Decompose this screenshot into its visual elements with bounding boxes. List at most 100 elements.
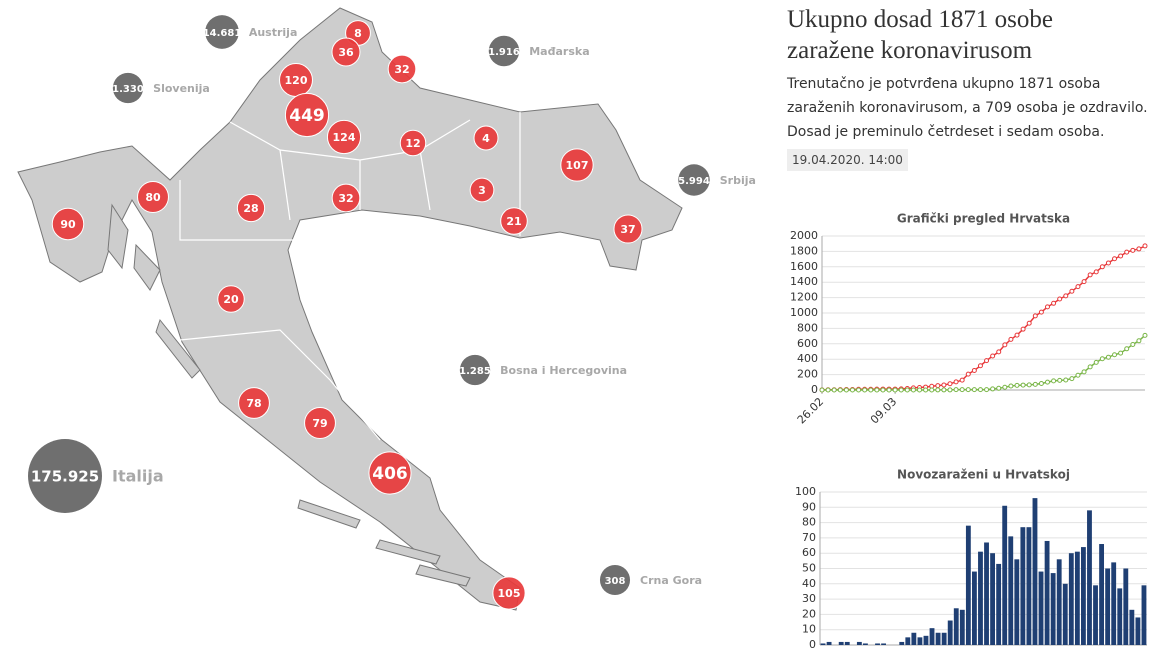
point [849, 387, 855, 393]
country-name: Italija [112, 467, 164, 486]
point [1069, 288, 1075, 294]
point [1008, 383, 1014, 389]
y-tick-label: 2000 [790, 229, 818, 242]
bar [1093, 585, 1098, 645]
bar [923, 635, 929, 645]
point [1093, 359, 1099, 365]
country-bubble [678, 164, 710, 196]
point [1051, 378, 1057, 384]
county-value: 12 [405, 137, 420, 150]
county-bubble [284, 92, 330, 138]
point [886, 387, 892, 393]
map-island [297, 499, 361, 529]
country-value: 308 [605, 576, 626, 587]
point [1020, 382, 1026, 388]
bar [820, 643, 826, 645]
point [1032, 313, 1038, 319]
county-bubble [238, 387, 270, 419]
country-name: Mađarska [529, 45, 589, 58]
bar [1087, 510, 1092, 645]
point [1044, 379, 1050, 385]
bar [1123, 568, 1129, 645]
point [1099, 264, 1105, 270]
point [965, 371, 971, 377]
bar [1111, 562, 1117, 645]
bar [959, 609, 965, 645]
country-name: Slovenija [153, 82, 210, 95]
point [880, 387, 886, 393]
point [1136, 246, 1142, 252]
county-bubble [304, 407, 336, 439]
country-value: 14.681 [203, 28, 242, 39]
point [917, 387, 923, 393]
croatia-map [17, 7, 683, 611]
point [1093, 269, 1099, 275]
county-value: 21 [506, 215, 521, 228]
county-value: 78 [246, 397, 261, 410]
bar [1014, 559, 1020, 645]
country-value: 1.285 [459, 366, 491, 377]
point [996, 385, 1002, 391]
country-value: 175.925 [31, 468, 99, 486]
country-bubble [112, 72, 144, 104]
point [959, 377, 965, 383]
point [984, 358, 990, 364]
point [1118, 350, 1124, 356]
point [1020, 326, 1026, 332]
bar [1074, 551, 1080, 645]
point [935, 387, 941, 393]
bar [1105, 568, 1111, 645]
point [929, 387, 935, 393]
county-value: 80 [145, 191, 161, 204]
bar [1141, 585, 1147, 645]
bar [953, 608, 959, 645]
bar [1008, 536, 1014, 645]
point [1112, 352, 1118, 358]
bar [826, 641, 832, 645]
point [996, 349, 1002, 355]
bar [1038, 571, 1044, 645]
point [910, 387, 916, 393]
country-name: Bosna i Hercegovina [500, 364, 627, 377]
bar [984, 542, 989, 645]
country-name: Crna Gora [640, 574, 702, 587]
country-bubble [459, 354, 491, 386]
county-value: 120 [285, 74, 308, 87]
chart-title: Novozaraženi u Hrvatskoj [897, 468, 1070, 482]
bar [881, 643, 887, 645]
bar [929, 628, 935, 645]
point [1124, 346, 1130, 352]
article-title: Ukupno dosad 1871 osobe zaražene koronav… [787, 6, 1053, 64]
map-island [155, 318, 201, 379]
county-value: 406 [372, 464, 408, 484]
point [1075, 372, 1081, 378]
bar [1044, 540, 1050, 645]
point [935, 383, 941, 389]
county-bubble [387, 54, 417, 84]
county-value: 37 [620, 223, 635, 236]
y-tick-label: 80 [802, 516, 816, 529]
y-tick-label: 1400 [790, 275, 818, 288]
county-bubble [326, 119, 362, 155]
point [941, 387, 947, 393]
bar [1032, 498, 1038, 645]
county-bubble [368, 451, 412, 495]
bar [1080, 547, 1086, 645]
y-tick-label: 0 [811, 383, 818, 396]
bar [856, 641, 862, 645]
county-bubble [473, 125, 499, 151]
y-tick-label: 30 [802, 592, 816, 605]
point [1014, 382, 1020, 388]
county-bubble [331, 183, 361, 213]
y-tick-label: 1000 [790, 306, 818, 319]
y-tick-label: 800 [797, 321, 818, 334]
bar [905, 637, 911, 645]
point [819, 387, 825, 393]
country-value: 5.994 [678, 176, 710, 187]
country-bubble [599, 564, 631, 596]
point [1105, 260, 1111, 266]
y-tick-label: 1200 [790, 291, 818, 304]
bar [1099, 544, 1105, 645]
county-value: 32 [338, 192, 353, 205]
